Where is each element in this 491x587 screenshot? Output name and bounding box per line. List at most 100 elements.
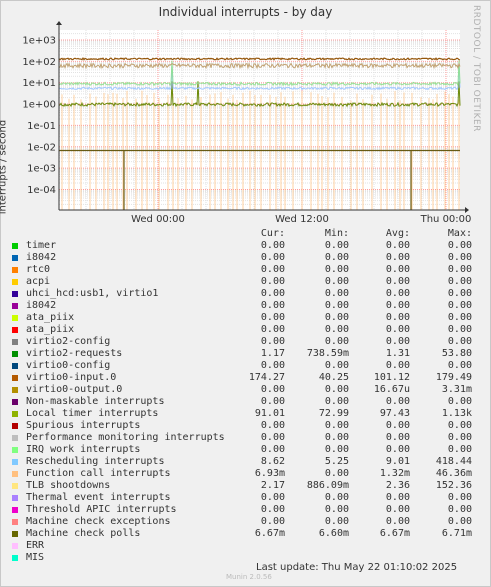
legend-name: Machine check exceptions — [26, 516, 171, 527]
legend-avg-value: 0.00 — [385, 240, 410, 251]
legend-swatch — [12, 555, 18, 561]
legend-swatch — [12, 459, 18, 465]
legend-avg-value: 1.32m — [379, 468, 410, 479]
last-update: Last update: Thu May 22 01:10:02 2025 — [256, 562, 458, 573]
legend-cur-value: 0.00 — [260, 300, 285, 311]
legend-avg-value: 9.01 — [385, 456, 410, 467]
legend-avg-value: 0.00 — [385, 432, 410, 443]
legend-name: IRQ work interrupts — [26, 444, 141, 455]
legend-swatch — [12, 387, 18, 393]
legend-swatch — [12, 327, 18, 333]
legend-max-value: 152.36 — [435, 480, 472, 491]
legend-cur-value: 1.17 — [260, 348, 285, 359]
y-tick-label: 1e+03 — [22, 36, 56, 47]
legend-avg-value: 0.00 — [385, 300, 410, 311]
legend-swatch — [12, 543, 18, 549]
legend-swatch — [12, 435, 18, 441]
legend-avg-value: 0.00 — [385, 504, 410, 515]
legend-row: i8042 0.00 0.00 0.00 0.00 — [12, 252, 482, 264]
legend-min-value: 886.09m — [306, 480, 349, 491]
legend-min-value: 0.00 — [324, 420, 349, 431]
legend-min-value: 0.00 — [324, 240, 349, 251]
legend-row: Performance monitoring interrupts 0.00 0.0… — [12, 432, 482, 444]
legend-avg-value: 0.00 — [385, 516, 410, 527]
legend-name: Local timer interrupts — [26, 408, 159, 419]
legend-avg-value: 101.12 — [373, 372, 410, 383]
legend-cur-value: 6.67m — [254, 528, 285, 539]
legend-max-value: 0.00 — [447, 252, 472, 263]
legend-name: Non-maskable interrupts — [26, 396, 165, 407]
rescheduling-line — [58, 60, 461, 87]
legend-avg-value: 1.31 — [385, 348, 410, 359]
legend-swatch — [12, 507, 18, 513]
legend-row: Spurious interrupts 0.00 0.00 0.00 0.00 — [12, 420, 482, 432]
legend-min-value: 0.00 — [324, 324, 349, 335]
legend-row: Machine check exceptions 0.00 0.00 0.00 0.00 — [12, 516, 482, 528]
legend-header: Max: — [447, 228, 472, 239]
legend-name: ata_piix — [26, 324, 75, 335]
legend-swatch — [12, 315, 18, 321]
legend-cur-value: 0.00 — [260, 360, 285, 371]
legend-max-value: 0.00 — [447, 264, 472, 275]
legend-cur-value: 0.00 — [260, 240, 285, 251]
legend-min-value: 72.99 — [318, 408, 349, 419]
legend-avg-value: 0.00 — [385, 420, 410, 431]
legend-min-value: 0.00 — [324, 288, 349, 299]
legend-cur-value: 0.00 — [260, 324, 285, 335]
legend-name: rtc0 — [26, 264, 51, 275]
legend-max-value: 0.00 — [447, 420, 472, 431]
legend-name: virtio0-output.0 — [26, 384, 123, 395]
legend-avg-value: 6.67m — [379, 528, 410, 539]
legend-max-value: 0.00 — [447, 336, 472, 347]
legend-cur-value: 174.27 — [248, 372, 285, 383]
legend-min-value: 0.00 — [324, 300, 349, 311]
chart-title: Individual interrupts - by day — [158, 5, 333, 19]
legend-row: virtio0-input.0 174.27 40.25 101.12 179.49 — [12, 372, 482, 384]
legend-swatch — [12, 423, 18, 429]
legend-swatch — [12, 363, 18, 369]
legend-cur-value: 0.00 — [260, 252, 285, 263]
legend-swatch — [12, 375, 18, 381]
legend-min-value: 0.00 — [324, 336, 349, 347]
legend-row: ata_piix 0.00 0.00 0.00 0.00 — [12, 312, 482, 324]
y-tick-label: 1e-02 — [27, 142, 56, 153]
virtio0-input-low-line — [58, 61, 461, 70]
legend-row: virtio0-config 0.00 0.00 0.00 0.00 — [12, 360, 482, 372]
legend-swatch — [12, 351, 18, 357]
legend-cur-value: 0.00 — [260, 420, 285, 431]
legend-row: virtio2-requests 1.17 738.59m 1.31 53.80 — [12, 348, 482, 360]
legend-swatch — [12, 255, 18, 261]
legend-row: rtc0 0.00 0.00 0.00 0.00 — [12, 264, 482, 276]
legend-avg-value: 0.00 — [385, 360, 410, 371]
legend-swatch — [12, 399, 18, 405]
legend-cur-value: 0.00 — [260, 336, 285, 347]
legend-min-value: 0.00 — [324, 396, 349, 407]
legend-swatch — [12, 243, 18, 249]
y-axis-arrow — [56, 21, 62, 25]
legend-max-value: 6.71m — [441, 528, 472, 539]
legend-max-value: 179.49 — [435, 372, 472, 383]
legend-max-value: 0.00 — [447, 396, 472, 407]
legend-max-value: 0.00 — [447, 324, 472, 335]
legend-cur-value: 0.00 — [260, 276, 285, 287]
legend-max-value: 1.13k — [441, 408, 472, 419]
y-tick-label: 1e+01 — [22, 78, 56, 89]
legend-name: virtio2-requests — [26, 348, 123, 359]
legend-avg-value: 0.00 — [385, 396, 410, 407]
legend-min-value: 0.00 — [324, 312, 349, 323]
legend-min-value: 6.60m — [318, 528, 349, 539]
legend-max-value: 0.00 — [447, 300, 472, 311]
legend-swatch — [12, 447, 18, 453]
legend-row: MIS — [12, 552, 482, 564]
legend-cur-value: 2.17 — [260, 480, 285, 491]
x-tick-label: Wed 12:00 — [275, 214, 329, 225]
legend-row: timer 0.00 0.00 0.00 0.00 — [12, 240, 482, 252]
legend-swatch — [12, 279, 18, 285]
legend-name: uhci_hcd:usb1, virtio1 — [26, 288, 159, 299]
y-tick-label: 1e-01 — [27, 121, 56, 132]
legend-header: Cur: — [260, 228, 285, 239]
legend-avg-value: 0.00 — [385, 312, 410, 323]
legend-max-value: 0.00 — [447, 504, 472, 515]
x-axis-arrow — [465, 207, 469, 213]
plot-area — [59, 30, 460, 210]
